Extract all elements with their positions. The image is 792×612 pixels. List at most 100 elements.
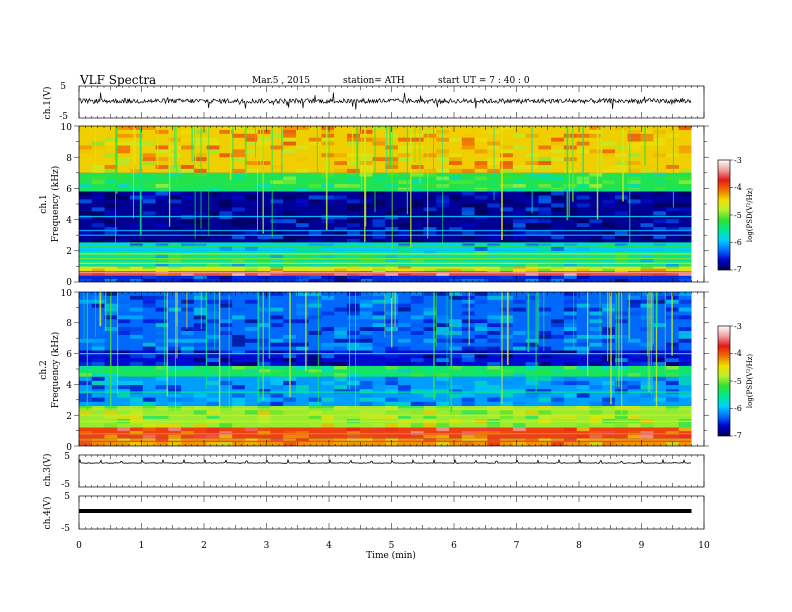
spectrogram-cell [283, 133, 296, 138]
spectrogram-cell [538, 184, 552, 188]
spectrogram-cell [398, 389, 411, 394]
spectrogram-cell [538, 199, 552, 204]
spectrogram-cell [347, 380, 360, 386]
spectrogram-cell [130, 307, 143, 312]
spectrogram-cell [206, 319, 220, 324]
spectrogram-cell [270, 165, 284, 169]
spectrogram-cell [232, 307, 245, 312]
spectrogram-cell [206, 211, 220, 216]
spectrogram-cell [117, 354, 131, 359]
spectrogram-cell [576, 423, 590, 428]
spectrogram-cell [181, 195, 194, 200]
spectrogram-cell [142, 406, 156, 411]
spectrogram-cell [398, 303, 411, 308]
spectrogram-cell [193, 350, 207, 355]
spectrogram-cell [372, 350, 386, 355]
spectrogram-cell [372, 141, 386, 146]
spectrogram-cell [257, 207, 271, 212]
spectrogram-cell [589, 362, 603, 366]
spectrogram-cell [551, 323, 564, 328]
spectrogram-cell [308, 362, 322, 366]
spectrogram-cell [678, 262, 692, 267]
spectrogram-cell [104, 410, 118, 415]
spectrogram-cell [372, 423, 386, 428]
spectrogram-cell [193, 342, 207, 347]
spectrogram-cell [347, 438, 360, 443]
spectrogram-cell [678, 423, 692, 428]
spectrogram-cell [372, 211, 386, 216]
spectrogram-cell [627, 338, 641, 343]
spectrogram-cell [551, 137, 564, 142]
spectrogram-cell [436, 358, 450, 362]
spectrogram-cell [193, 195, 207, 200]
spectrogram-cell [181, 311, 194, 316]
spectrogram-cell [653, 227, 666, 232]
spectrogram-cell [359, 258, 373, 263]
spectrogram-cell [117, 319, 131, 324]
spectrogram-cell [410, 331, 424, 335]
spectrogram-cell [500, 275, 513, 279]
spectrogram-cell [538, 389, 552, 394]
spectrogram-cell [436, 319, 450, 324]
station-label: station= ATH [343, 76, 405, 86]
spectrogram-cell [538, 262, 552, 267]
spectrogram-cell [79, 431, 92, 435]
spectrogram-cell [91, 299, 105, 304]
spectrogram-cell [500, 334, 513, 339]
spectrogram-cell [232, 338, 245, 343]
spectrogram-cell [334, 362, 347, 366]
spectrogram-cell [104, 137, 118, 142]
spectrogram-cell [244, 303, 258, 308]
spectrogram-cell [589, 389, 603, 394]
spectrogram-cell [589, 414, 603, 419]
spectrogram-cell [79, 380, 92, 386]
spectrogram-cell [334, 376, 347, 381]
spectrogram-cell [308, 315, 322, 320]
spectrogram-cell [627, 243, 641, 247]
spectrogram-cell [423, 369, 437, 374]
spectrogram-cell [142, 199, 156, 204]
spectrogram-cell [423, 211, 437, 216]
spectrogram-cell [461, 180, 475, 184]
spectrogram-cell [181, 327, 194, 331]
spectrogram-cell [270, 199, 284, 204]
spectrogram-cell [168, 211, 182, 216]
spectrogram-cell [130, 410, 143, 415]
spectrogram-cell [614, 195, 628, 200]
spectrogram-cell [627, 365, 641, 370]
spectrogram-cell [653, 219, 666, 224]
spectrogram-cell [538, 331, 552, 335]
spectrogram-cell [461, 299, 475, 304]
spectrogram-cell [423, 195, 437, 200]
spectrogram-cell [334, 350, 347, 355]
spectrogram-cell [270, 231, 284, 236]
spectrogram-cell [563, 414, 577, 419]
spectrogram-cell [640, 129, 654, 134]
spectrogram-cell [410, 275, 424, 279]
spectrogram-cell [117, 331, 131, 335]
spectrogram-cell [563, 380, 577, 386]
spectrogram-cell [653, 203, 666, 208]
spectrogram-cell [79, 211, 92, 216]
spectrogram-cell [372, 191, 386, 196]
spectrogram-cell [193, 211, 207, 216]
spectrogram-cell [232, 365, 245, 370]
spectrogram-cell [168, 406, 182, 411]
spectrogram-cell [334, 334, 347, 339]
spectrogram-cell [398, 207, 411, 212]
spectrogram-cell [91, 373, 105, 377]
spectrogram-cell [130, 172, 143, 177]
spectrogram-cell [270, 410, 284, 415]
spectrogram-cell [130, 331, 143, 335]
spectrogram-cell [449, 327, 462, 331]
spectrogram-cell [117, 195, 131, 200]
spectrogram-cell [602, 153, 615, 158]
spectrogram-cell [461, 410, 475, 415]
spectrogram-cell [130, 442, 143, 446]
spectrogram-cell [347, 278, 360, 282]
spectrogram-cell [295, 126, 309, 130]
spectrogram-cell [678, 184, 692, 188]
spectrogram-cell [372, 223, 386, 228]
spectrogram-cell [551, 258, 564, 263]
spectrogram-cell [449, 180, 462, 184]
